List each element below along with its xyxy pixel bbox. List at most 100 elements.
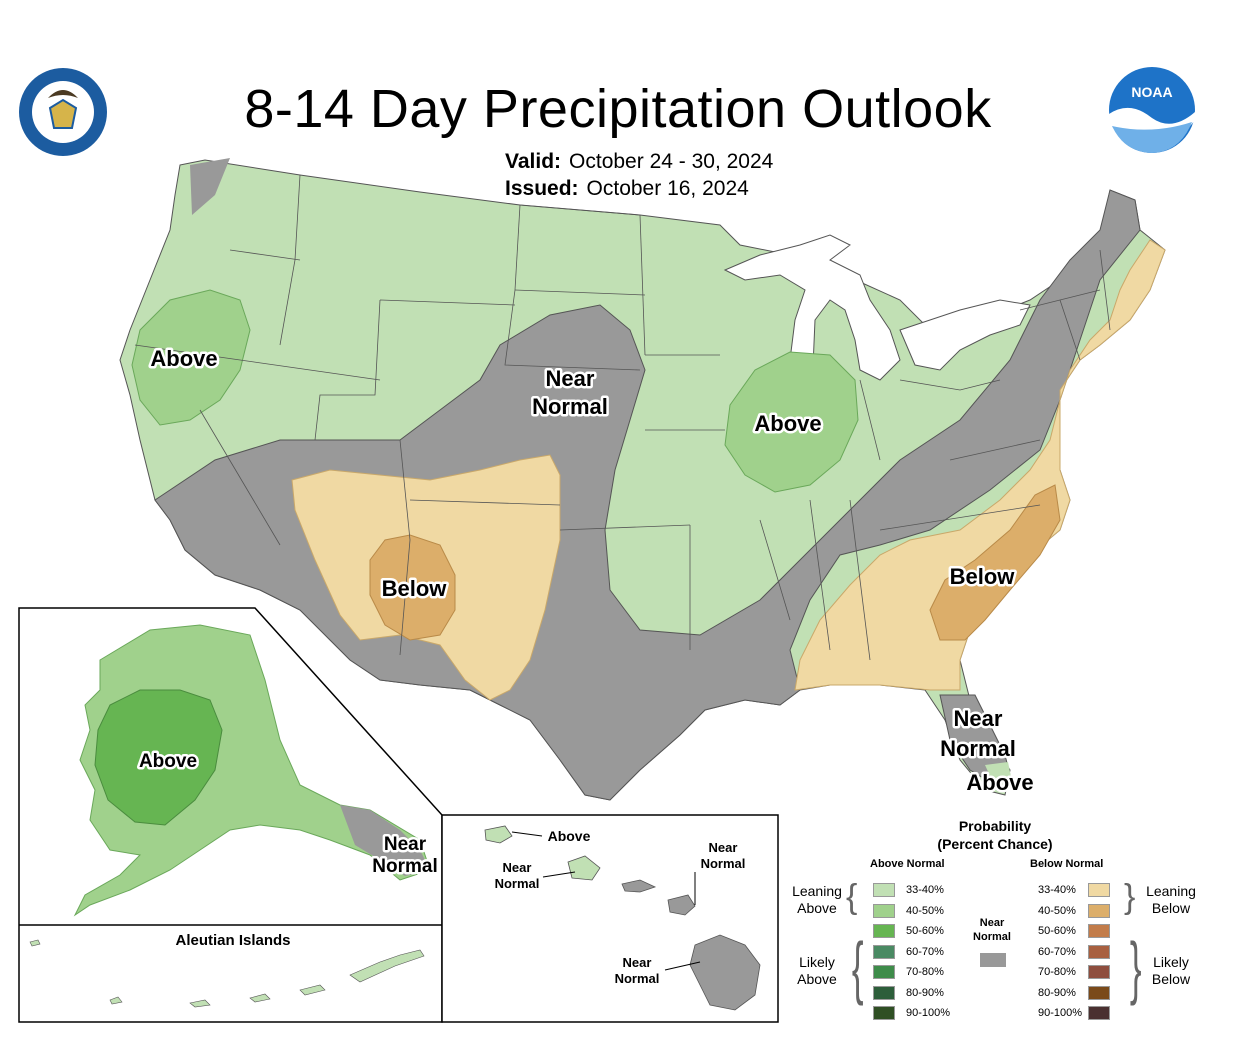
- legend-leaning-below-1: Leaning: [1146, 883, 1196, 899]
- label-alaska-above: Above: [139, 751, 197, 772]
- legend-leaning-above-2: Above: [797, 900, 837, 916]
- valid-line: Valid: October 24 - 30, 2024: [505, 150, 773, 174]
- label-florida-near: Near: [954, 706, 1003, 731]
- legend-below-range-1: 33-40%: [1038, 884, 1076, 896]
- issued-date: October 16, 2024: [586, 177, 749, 200]
- alaska-above-50-60: [94, 689, 223, 826]
- noaa-logo: NOAA: [1109, 67, 1195, 153]
- aleutian-islands-shapes: [29, 939, 425, 1008]
- valid-label: Valid:: [505, 150, 562, 173]
- label-southeast-below: Below: [950, 564, 1016, 589]
- noaa-logo-text: NOAA: [1131, 84, 1172, 100]
- legend-brace-leaning-above: {: [846, 878, 858, 916]
- conus-near-normal-region: [154, 189, 1141, 801]
- legend-above-range-6: 80-90%: [906, 986, 944, 999]
- legend-above-swatch-3: [873, 924, 895, 938]
- hawaii-inset: Above Near Normal Near Normal Near Norma…: [441, 814, 779, 1023]
- label-hawaii-above: Above: [548, 828, 591, 844]
- southwest-below-40-50: [369, 534, 456, 641]
- label-midwest-above: Above: [754, 411, 821, 436]
- legend-above-swatch-5: [873, 965, 895, 979]
- legend-leaning-above-1: Leaning: [792, 883, 842, 899]
- legend-below-swatch-7: [1088, 1006, 1110, 1020]
- alaska-se-near-normal: [340, 805, 430, 876]
- southeast-below-40-50: [929, 484, 1061, 641]
- label-maui-normal: Normal: [701, 856, 746, 871]
- legend-leaning-below-2: Below: [1151, 900, 1191, 916]
- legend-above-swatch-1: [873, 883, 895, 897]
- west-coast-above-40-50: [131, 289, 251, 426]
- legend-below-swatch-6: [1088, 985, 1110, 1000]
- valid-dates: October 24 - 30, 2024: [569, 150, 774, 173]
- legend-near-2: Normal: [973, 931, 1011, 943]
- label-bigisland-normal: Normal: [615, 971, 660, 986]
- label-oahu-near: Near: [503, 860, 532, 875]
- maui-near-normal: [621, 879, 657, 893]
- oahu-above: [567, 855, 601, 881]
- legend-near-1: Near: [979, 917, 1005, 929]
- label-plains-normal: Normal: [532, 394, 608, 419]
- legend-above-range-5: 70-80%: [906, 966, 944, 978]
- legend-above-range-1: 33-40%: [906, 884, 944, 896]
- legend-below-swatch-3: [1088, 924, 1110, 938]
- label-west-above: Above: [150, 346, 217, 371]
- legend-below-swatch-1: [1088, 883, 1110, 897]
- legend-brace-likely-above: {: [851, 928, 864, 1006]
- commerce-seal-logo: [19, 68, 107, 156]
- legend-likely-above-1: Likely: [799, 954, 835, 970]
- label-florida-above: Above: [966, 770, 1033, 795]
- label-bigisland-near: Near: [623, 955, 652, 970]
- legend-likely-below: Likely Below: [1140, 954, 1202, 988]
- label-plains-near: Near: [546, 366, 595, 391]
- label-alaska-normal: Normal: [372, 856, 437, 877]
- legend-above-range-7: 90-100%: [906, 1007, 951, 1019]
- legend-below-swatch-5: [1088, 965, 1110, 979]
- label-oahu-normal: Normal: [495, 876, 540, 891]
- legend-above-swatch-7: [873, 1006, 895, 1020]
- legend-above-swatch-6: [873, 985, 895, 1000]
- legend-above-range-4: 60-70%: [906, 945, 944, 958]
- legend-below-range-4: 60-70%: [1038, 945, 1076, 958]
- legend-below-range-2: 40-50%: [1038, 904, 1076, 917]
- legend-below-swatch-2: [1088, 903, 1110, 918]
- legend-below-range-7: 90-100%: [1038, 1007, 1083, 1019]
- legend-title-2: (Percent Chance): [937, 836, 1053, 852]
- legend-below-range-5: 70-80%: [1038, 966, 1076, 978]
- legend-below-head: Below Normal: [1030, 858, 1104, 870]
- legend-leaning-above: Leaning Above: [787, 883, 847, 917]
- legend-likely-below-2: Below: [1151, 971, 1191, 987]
- legend-above-swatch-2: [873, 903, 895, 918]
- label-southwest-below: Below: [382, 576, 448, 601]
- legend-brace-likely-below: }: [1129, 928, 1142, 1006]
- label-aleutian-islands: Aleutian Islands: [175, 932, 290, 949]
- legend-below-range-3: 50-60%: [1038, 925, 1076, 937]
- label-florida-normal: Normal: [940, 736, 1016, 761]
- legend-likely-above: Likely Above: [787, 954, 847, 988]
- legend-above-range-3: 50-60%: [906, 925, 944, 937]
- page-title: 8-14 Day Precipitation Outlook: [244, 79, 992, 139]
- issued-line: Issued: October 16, 2024: [505, 177, 749, 201]
- legend-above-range-2: 40-50%: [906, 904, 944, 917]
- big-island-near-normal: [689, 934, 761, 1011]
- state-borders: [134, 174, 1111, 661]
- legend-below-swatch-4: [1088, 944, 1110, 959]
- alaska-inset: Above Near Normal Aleutian Islands: [18, 607, 443, 1023]
- legend-likely-below-1: Likely: [1153, 954, 1189, 970]
- legend-title-1: Probability: [958, 818, 1032, 834]
- legend-below-range-6: 80-90%: [1038, 986, 1076, 999]
- molokai-near-normal: [667, 894, 696, 916]
- issued-label: Issued:: [505, 177, 579, 200]
- kauai-above: [484, 825, 513, 844]
- florida-above: [985, 762, 1012, 787]
- midwest-above-40-50: [724, 351, 859, 493]
- legend-likely-above-2: Above: [797, 971, 837, 987]
- legend-above-head: Above Normal: [870, 858, 945, 870]
- legend-leaning-below: Leaning Below: [1140, 883, 1202, 917]
- label-maui-near: Near: [709, 840, 738, 855]
- label-alaska-near: Near: [384, 834, 427, 855]
- legend-near-normal-swatch: [980, 953, 1006, 967]
- legend-brace-leaning-below: }: [1124, 878, 1136, 916]
- washington-near-normal: [190, 158, 230, 215]
- legend-above-swatch-4: [873, 944, 895, 959]
